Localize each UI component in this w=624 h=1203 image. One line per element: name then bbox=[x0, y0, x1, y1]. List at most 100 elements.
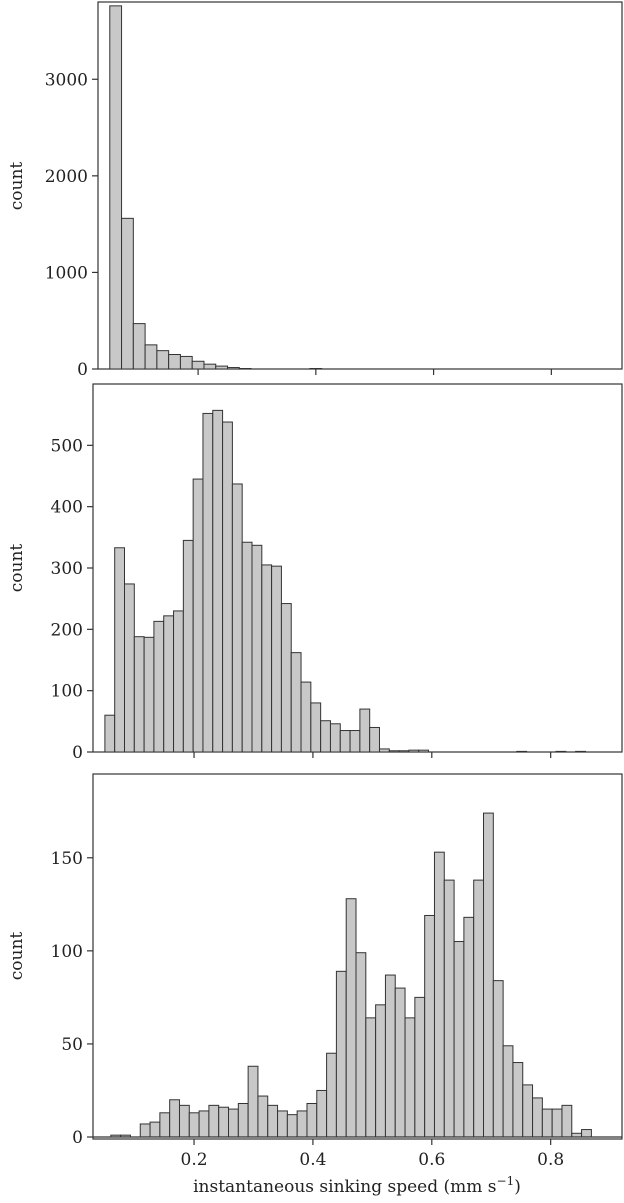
histogram-bar bbox=[394, 987, 406, 1138]
histogram-bar bbox=[212, 409, 224, 753]
histogram-bar bbox=[414, 996, 426, 1138]
histogram-bar bbox=[369, 726, 380, 753]
histogram-bar bbox=[551, 1108, 563, 1138]
histogram-bar bbox=[581, 1129, 592, 1138]
histogram-bar bbox=[178, 1104, 190, 1138]
x-tick-group: 0.2 0.4 0.6 0.8 bbox=[181, 1139, 564, 1170]
histogram-bar bbox=[261, 564, 273, 753]
histogram-bar bbox=[310, 702, 322, 753]
histogram-bar bbox=[463, 916, 475, 1138]
histogram-bar bbox=[555, 750, 567, 753]
x-tick-label: 0.8 bbox=[537, 1150, 564, 1170]
histogram-bar bbox=[502, 1045, 514, 1138]
histogram-bar bbox=[306, 1102, 318, 1138]
histogram-bar bbox=[203, 363, 217, 370]
histogram-bar bbox=[192, 478, 204, 753]
histogram-bar bbox=[179, 355, 193, 370]
histogram-bar bbox=[156, 350, 170, 370]
histogram-bar bbox=[365, 1017, 377, 1138]
y-tick-label: 300 bbox=[51, 559, 83, 579]
y-tick-label: 0 bbox=[72, 743, 83, 763]
histogram-bar bbox=[286, 1114, 298, 1138]
histogram-bar bbox=[173, 610, 184, 753]
x-axis-label-main: instantaneous sinking speed (mm s bbox=[193, 1177, 496, 1197]
histogram-bar bbox=[277, 1110, 288, 1138]
histogram-bar bbox=[121, 217, 134, 370]
histogram-bar bbox=[241, 541, 253, 753]
histogram-bar bbox=[163, 615, 175, 753]
y-tick-label: 0 bbox=[77, 360, 88, 380]
y-tick-label: 0 bbox=[72, 1128, 83, 1148]
histogram-bar bbox=[404, 1017, 416, 1138]
histogram-bar bbox=[215, 365, 229, 370]
y-tick-label: 150 bbox=[51, 849, 83, 869]
histogram-bar bbox=[561, 1104, 573, 1138]
y-tick-label: 100 bbox=[51, 942, 83, 962]
x-axis-label-superscript: −1 bbox=[497, 1174, 515, 1188]
histogram-bar bbox=[228, 1108, 239, 1138]
y-tick-label: 500 bbox=[51, 436, 83, 456]
histogram-bar bbox=[153, 620, 165, 753]
histogram-bar bbox=[320, 720, 331, 753]
y-tick-label: 100 bbox=[51, 682, 83, 702]
histogram-bar bbox=[492, 980, 504, 1138]
histogram-bar bbox=[104, 714, 116, 753]
histogram-bar bbox=[159, 1112, 171, 1138]
bar-group bbox=[104, 409, 586, 753]
histogram-bar bbox=[227, 367, 240, 370]
histogram-bar bbox=[433, 851, 445, 1138]
x-tick-group bbox=[193, 752, 552, 758]
histogram-bar bbox=[300, 681, 312, 753]
histogram-bar bbox=[522, 1084, 534, 1138]
histogram-bar bbox=[384, 974, 396, 1138]
y-tick-group: 0 1000 2000 3000 bbox=[45, 70, 98, 380]
y-tick-label: 400 bbox=[51, 498, 83, 518]
histogram-bar bbox=[139, 1123, 151, 1138]
histogram-bar bbox=[375, 1004, 386, 1138]
bar-group bbox=[109, 5, 323, 370]
y-tick-group: 0 50 100 150 bbox=[51, 849, 93, 1148]
histogram-bar bbox=[168, 354, 181, 370]
x-tick-label: 0.4 bbox=[299, 1150, 326, 1170]
x-axis-label-close: ) bbox=[514, 1177, 521, 1197]
histogram-bar bbox=[516, 750, 528, 753]
histogram-bar bbox=[143, 636, 155, 753]
y-tick-label: 2000 bbox=[45, 167, 88, 187]
histogram-bar bbox=[359, 708, 371, 753]
histogram-bar bbox=[575, 750, 586, 753]
x-tick-label: 0.6 bbox=[418, 1150, 445, 1170]
histogram-bar bbox=[290, 652, 302, 753]
histogram-bar bbox=[149, 1121, 161, 1138]
y-axis-label: count bbox=[7, 544, 27, 593]
histogram-bar bbox=[443, 879, 455, 1138]
histogram-bar bbox=[144, 344, 158, 370]
x-tick-label: 0.2 bbox=[181, 1150, 208, 1170]
histogram-bar bbox=[124, 583, 135, 753]
histogram-bar bbox=[532, 1097, 543, 1138]
histogram-bar bbox=[271, 565, 282, 753]
y-tick-group: 0 100 200 300 400 500 bbox=[51, 436, 93, 763]
histogram-bar bbox=[267, 1104, 279, 1138]
histogram-bar bbox=[218, 1106, 230, 1138]
histogram-bar bbox=[231, 483, 243, 753]
histogram-panel-1: 0 1000 2000 3000 count bbox=[7, 1, 623, 380]
y-tick-label: 3000 bbox=[45, 70, 88, 90]
histogram-bar bbox=[133, 636, 145, 753]
plot-frame bbox=[97, 1, 623, 370]
histogram-bar bbox=[198, 1110, 210, 1138]
y-tick-label: 200 bbox=[51, 620, 83, 640]
histogram-bar bbox=[316, 1089, 328, 1138]
histogram-bar bbox=[345, 898, 357, 1138]
histogram-bar bbox=[418, 749, 430, 753]
histogram-bar bbox=[237, 1102, 249, 1138]
histogram-bar bbox=[257, 1095, 269, 1138]
histogram-bar bbox=[453, 941, 465, 1138]
y-tick-label: 1000 bbox=[45, 263, 88, 283]
histogram-bar bbox=[483, 812, 494, 1138]
x-axis-label: instantaneous sinking speed (mm s−1) bbox=[193, 1174, 521, 1197]
histogram-bar bbox=[398, 750, 410, 753]
histogram-bar bbox=[208, 1104, 220, 1138]
histogram-bar bbox=[424, 914, 435, 1138]
histogram-bar bbox=[191, 360, 205, 370]
